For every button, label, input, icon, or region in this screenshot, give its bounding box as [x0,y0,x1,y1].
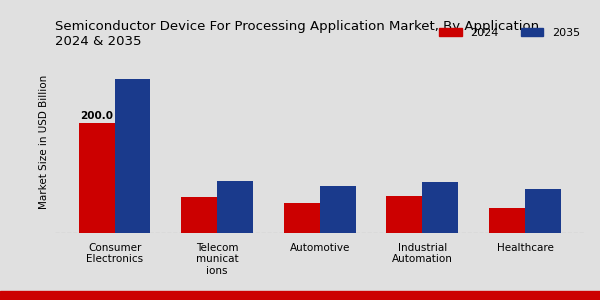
Bar [489,208,525,233]
Text: 200.0: 200.0 [80,110,113,121]
Bar [284,203,320,233]
Bar [386,196,422,233]
Bar [217,181,253,233]
Bar [525,189,561,233]
Bar [422,182,458,233]
Y-axis label: Market Size in USD Billion: Market Size in USD Billion [39,75,49,209]
Bar [79,123,115,233]
Legend: 2024, 2035: 2024, 2035 [435,24,585,43]
Bar [181,197,217,233]
Bar [115,79,151,233]
Bar [320,186,356,233]
Text: Semiconductor Device For Processing Application Market, By Application,
2024 & 2: Semiconductor Device For Processing Appl… [55,20,543,49]
